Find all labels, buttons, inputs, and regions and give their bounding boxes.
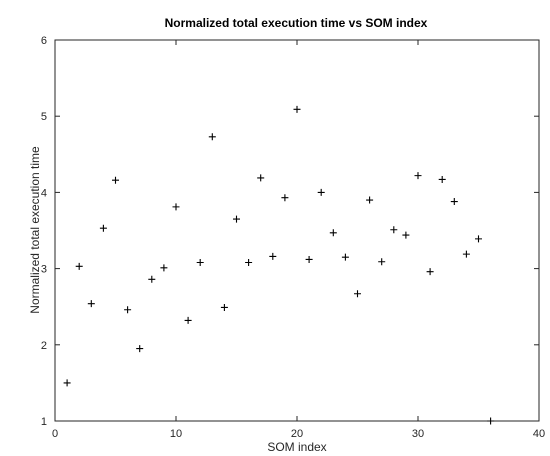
data-point xyxy=(257,174,265,182)
data-point xyxy=(184,316,192,324)
data-point xyxy=(124,306,132,314)
data-point xyxy=(438,175,446,183)
data-point xyxy=(366,196,374,204)
axis-ticks: 0 10 20 30 40 1 2 3 4 5 6 xyxy=(41,35,545,440)
data-point xyxy=(390,226,398,234)
data-point xyxy=(426,268,434,276)
data-point xyxy=(402,231,410,239)
x-tick-label: 40 xyxy=(533,428,545,440)
data-point xyxy=(281,194,289,202)
data-point xyxy=(354,290,361,298)
data-point xyxy=(160,264,168,272)
y-tick-label: 1 xyxy=(41,416,47,428)
data-point xyxy=(269,252,277,260)
data-point xyxy=(99,224,107,232)
data-point xyxy=(317,188,325,196)
data-point xyxy=(196,259,204,267)
plot-frame xyxy=(54,39,540,422)
x-axis-label: SOM index xyxy=(267,440,326,454)
x-tick-label: 30 xyxy=(412,428,424,440)
data-point xyxy=(220,303,228,311)
data-point xyxy=(75,262,83,270)
data-point xyxy=(112,176,119,184)
data-point xyxy=(87,300,95,308)
y-tick-label: 5 xyxy=(41,111,47,123)
data-point xyxy=(462,250,470,258)
data-point xyxy=(172,203,180,211)
data-point xyxy=(341,253,349,261)
y-tick-label: 6 xyxy=(41,35,47,47)
data-point xyxy=(487,417,495,425)
data-point xyxy=(305,255,313,263)
data-point xyxy=(450,198,458,206)
data-points xyxy=(63,105,495,425)
data-point xyxy=(233,215,240,223)
data-point xyxy=(148,275,156,283)
data-point xyxy=(208,133,216,141)
y-axis-label: Normalized total execution time xyxy=(28,146,42,314)
x-tick-label: 20 xyxy=(291,428,303,440)
data-point xyxy=(378,258,386,266)
data-point xyxy=(329,229,337,237)
x-tick-label: 10 xyxy=(170,428,182,440)
y-tick-label: 3 xyxy=(41,264,47,276)
data-point xyxy=(293,105,301,113)
y-tick-label: 2 xyxy=(41,340,47,352)
x-tick-label: 0 xyxy=(52,428,58,440)
data-point xyxy=(63,379,71,387)
data-point xyxy=(475,235,482,243)
chart-title: Normalized total execution time vs SOM i… xyxy=(165,16,428,30)
data-point xyxy=(245,259,253,267)
data-point xyxy=(136,345,144,353)
y-tick-label: 4 xyxy=(41,187,47,199)
data-point xyxy=(414,172,422,180)
